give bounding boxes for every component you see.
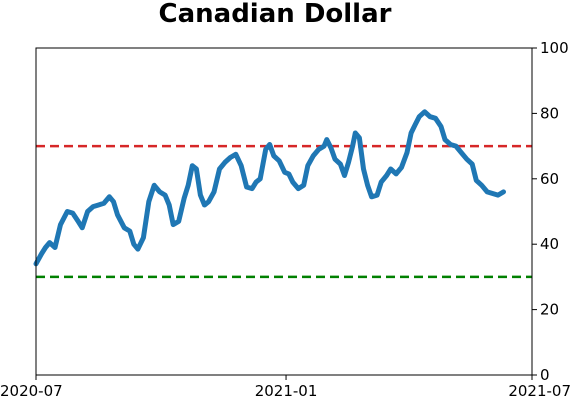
x-axis: 2020-07 2021-01 2021-07 <box>0 375 571 400</box>
series-line-0 <box>33 109 506 267</box>
series-layer <box>33 109 506 267</box>
y-tick-label: 80 <box>540 104 559 122</box>
y-axis: 0 20 40 60 80 100 <box>532 39 569 384</box>
x-tick-label: 2021-07 <box>508 382 571 400</box>
y-tick-label: 20 <box>540 301 559 319</box>
chart-title: Canadian Dollar <box>159 0 392 29</box>
plot-frame <box>35 47 533 376</box>
x-tick-label: 2021-01 <box>255 382 318 400</box>
x-tick-label: 2020-07 <box>0 382 63 400</box>
y-tick-label: 60 <box>540 170 559 188</box>
y-tick-label: 40 <box>540 235 559 253</box>
y-tick-label: 100 <box>540 39 569 57</box>
y-tick-label: 0 <box>540 366 550 384</box>
